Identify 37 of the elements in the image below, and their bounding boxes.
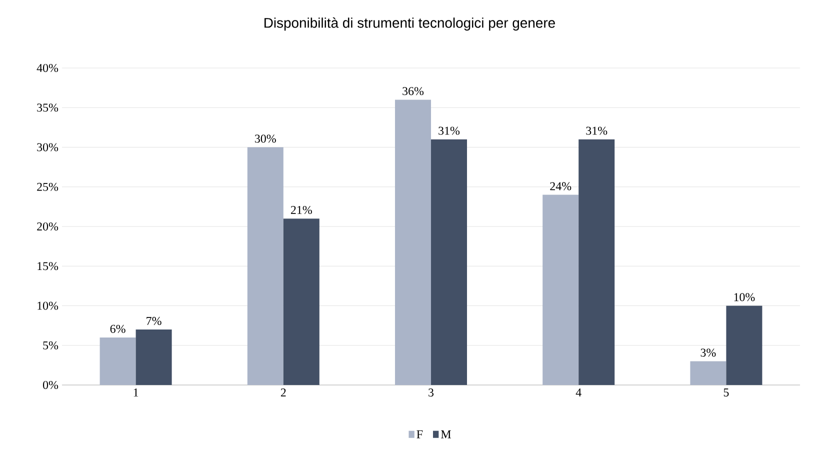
x-tick-label: 5 — [724, 388, 729, 396]
data-label: 31% — [586, 126, 608, 135]
data-label: 10% — [734, 293, 755, 302]
bar — [395, 100, 431, 385]
bar — [542, 194, 579, 385]
data-label: 6% — [110, 324, 126, 333]
y-tick-label: 10% — [38, 302, 58, 310]
bar — [136, 330, 172, 385]
data-label: 7% — [146, 316, 162, 326]
y-tick-label: 15% — [38, 262, 58, 270]
bar — [726, 306, 762, 385]
data-label: 31% — [438, 126, 460, 135]
data-label: 3% — [700, 348, 716, 357]
bar — [578, 139, 615, 385]
data-label: 21% — [290, 206, 312, 214]
y-tick-label: 35% — [37, 104, 58, 112]
y-tick-label: 20% — [37, 222, 58, 231]
data-label: 24% — [550, 182, 572, 190]
y-tick-label: 40% — [36, 64, 58, 72]
data-label: 36% — [402, 87, 424, 96]
legend-label: M — [441, 430, 451, 438]
bar — [431, 139, 467, 385]
x-tick-label: 1 — [134, 388, 138, 396]
bar — [283, 218, 320, 385]
legend-label: F — [416, 430, 423, 438]
data-label: 30% — [255, 134, 276, 143]
y-tick-label: 25% — [37, 182, 58, 191]
y-tick-label: 0% — [42, 380, 58, 390]
bar — [247, 147, 284, 385]
x-tick-label: 4 — [576, 388, 582, 396]
y-tick-label: 30% — [37, 143, 58, 152]
bar — [690, 361, 726, 385]
y-tick-label: 5% — [43, 341, 58, 350]
x-tick-label: 3 — [428, 388, 434, 397]
chart-title: Disponibilità di strumenti tecnologici per genere — [264, 17, 555, 31]
bar — [100, 337, 136, 385]
x-tick-label: 2 — [280, 388, 286, 396]
